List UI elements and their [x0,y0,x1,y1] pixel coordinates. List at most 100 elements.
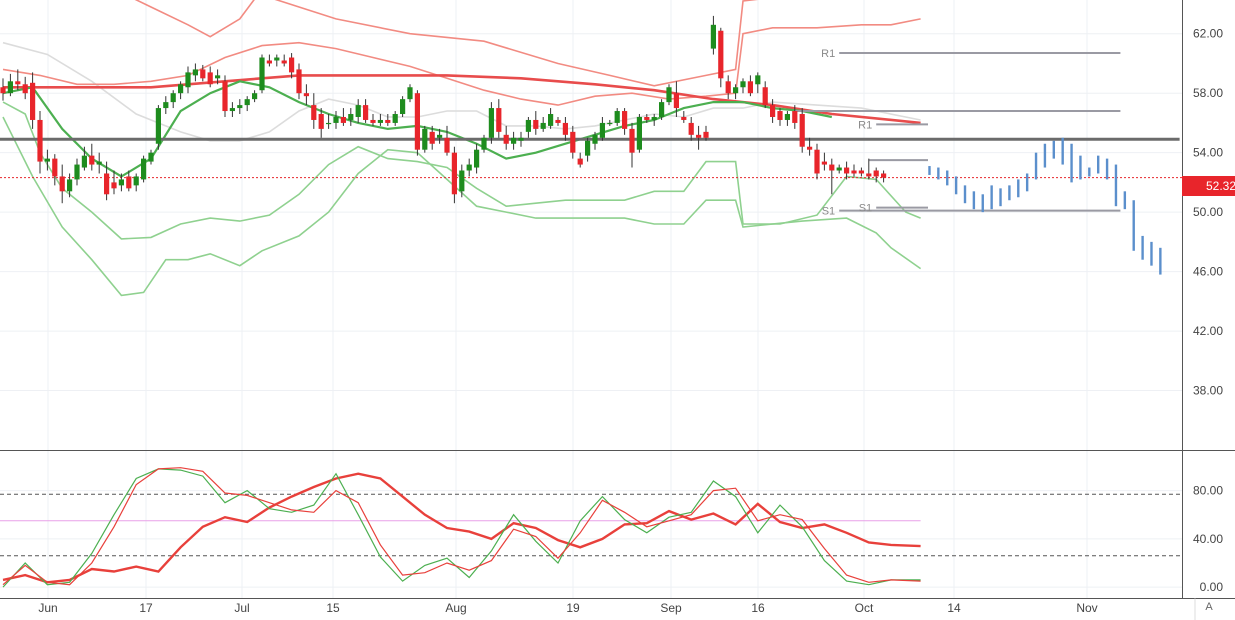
candle-body [185,72,191,88]
candle [488,102,494,144]
candle [503,125,509,150]
candle-body [466,164,472,171]
candle [533,111,539,135]
x-tick-label: Aug [445,601,466,615]
candle-body [326,122,332,125]
candle-body [733,87,739,94]
candle [192,63,198,82]
level-label: R1 [821,48,835,60]
y-tick-label: 50.00 [1193,205,1223,219]
candle-body [866,173,872,177]
candle [851,164,857,177]
candle [585,137,591,162]
candle [89,143,95,171]
level-label: R1 [858,119,872,131]
candle-body [266,60,272,64]
x-tick-label: Jun [38,601,57,615]
auto-scale-badge[interactable]: A [1205,601,1213,613]
projection-layer [928,137,1162,275]
candle-body [0,87,6,94]
candles-layer [0,15,887,204]
candle-body [89,155,95,165]
candle [866,158,872,180]
candle-body [392,114,398,123]
candle [266,54,272,67]
candle [799,108,805,153]
gray-moving-average [2,41,921,142]
candle-body [289,57,295,73]
candle-body [525,119,531,132]
candle-body [52,158,58,177]
candle [784,111,790,126]
candle-body [718,30,724,79]
candle-body [252,93,258,100]
candle [725,75,731,100]
upper-band-outer-2 [274,0,759,87]
x-tick-label: Oct [855,601,874,615]
candle-body [851,170,857,174]
candle [629,122,635,168]
candle [15,69,21,91]
candle-body [614,111,620,123]
candle [400,96,406,117]
candle-body [755,75,761,85]
candle [244,96,250,112]
candle [548,108,554,129]
candle [466,158,472,177]
candle-body [363,105,369,120]
candle-body [37,119,43,162]
candle-body [622,111,628,129]
candle [111,170,117,195]
x-tick-label: 17 [139,601,153,615]
candle [311,93,317,129]
level-label: S1 [822,206,835,218]
level-label: S1 [859,203,872,215]
candle [318,108,324,138]
candle-body [422,128,428,150]
candle [644,114,650,123]
candle-body [44,158,50,162]
bands-layer [2,0,922,297]
candle [96,152,102,174]
candle [207,66,213,88]
candle [237,99,243,115]
x-tick-label: 19 [566,601,580,615]
candle [333,111,339,129]
candle [377,114,383,126]
candle [858,167,864,177]
candle [747,75,753,97]
candle [148,149,154,165]
candle [126,170,132,192]
candle-body [881,173,887,178]
candle [422,125,428,153]
candle-body [104,173,110,195]
candle [170,90,176,109]
candle [81,146,87,171]
candle-body [207,72,213,85]
candle [59,164,65,204]
candle-body [629,128,635,153]
candle [274,54,280,67]
candle-body [555,119,561,123]
x-tick-label: 15 [326,601,340,615]
candle-body [437,134,443,138]
candle [303,84,309,106]
candle-body [585,140,591,156]
candle-body [118,179,124,186]
candle [651,114,657,126]
osc-y-tick-label: 80.00 [1193,484,1223,498]
candle [703,125,709,141]
candle-body [651,116,657,120]
candle-body [303,93,309,97]
candle-body [222,81,228,112]
candle-body [22,84,28,94]
candle [7,73,13,97]
candle-body [414,93,420,150]
candle [444,125,450,156]
candle [525,116,531,138]
osc-series-line [2,468,921,588]
candle [718,27,724,88]
candle [733,84,739,100]
candle-body [644,116,650,120]
